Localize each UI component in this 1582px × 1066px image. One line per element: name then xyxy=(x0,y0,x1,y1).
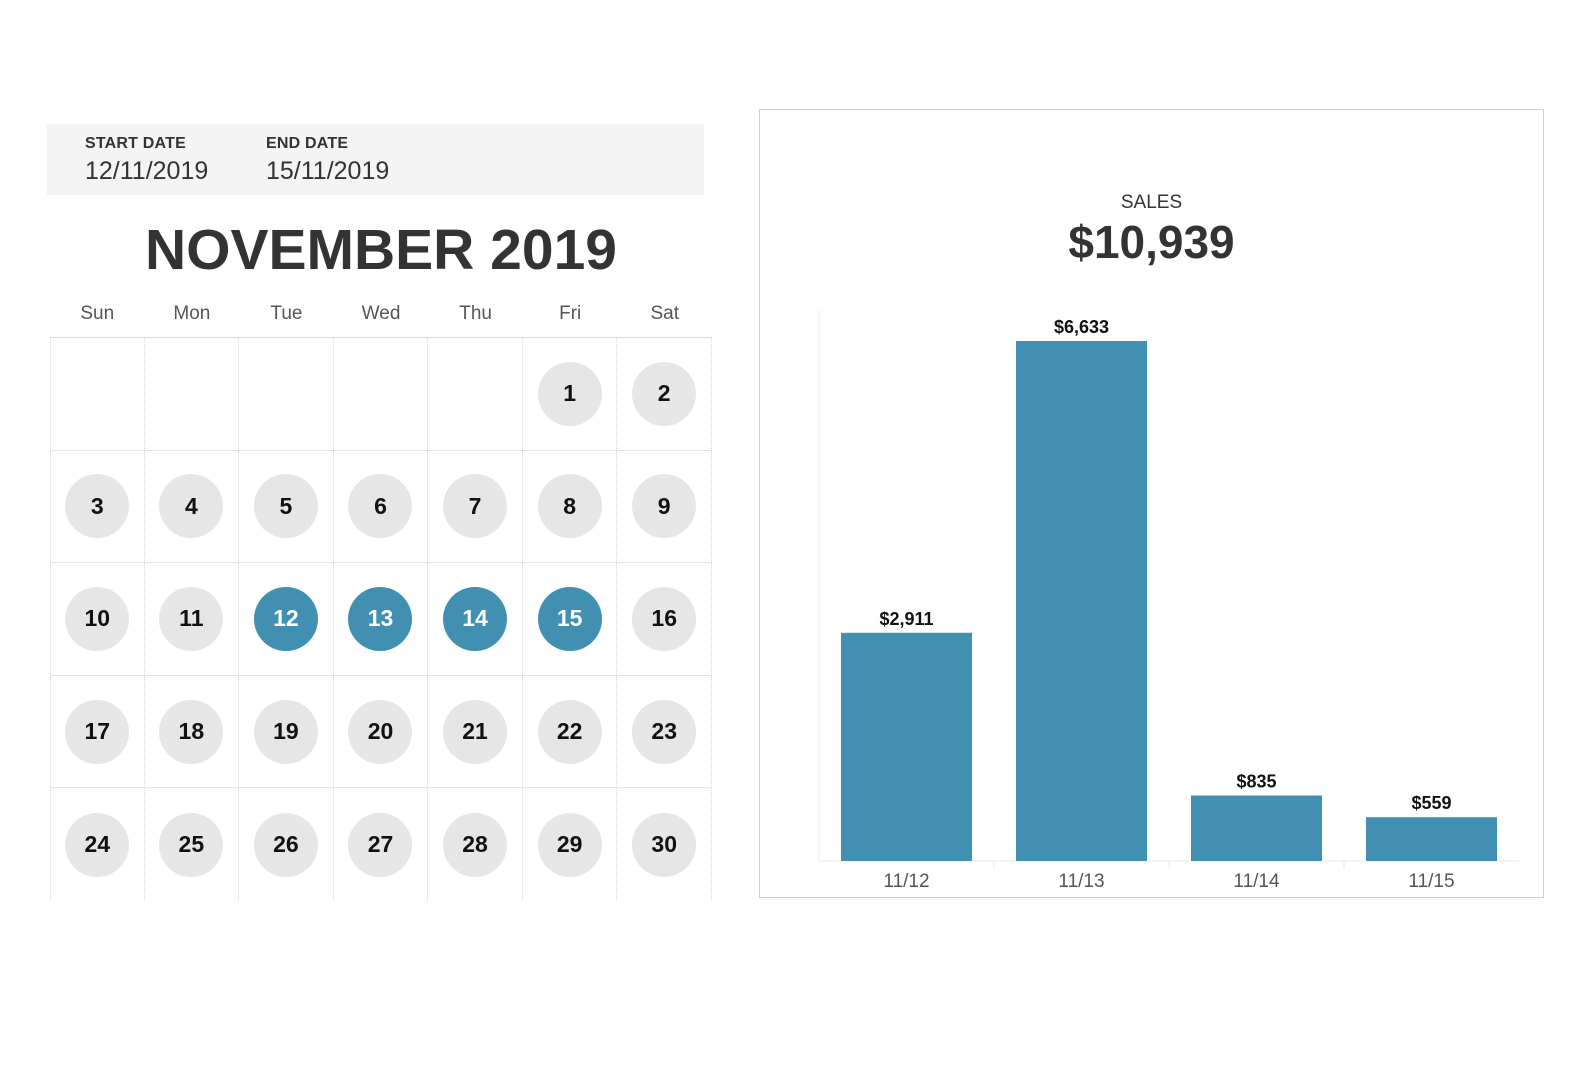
calendar-cell: 7 xyxy=(428,450,523,564)
calendar-day-14[interactable]: 14 xyxy=(443,586,508,651)
calendar-day-23[interactable]: 23 xyxy=(632,699,697,764)
calendar-day-26[interactable]: 26 xyxy=(253,812,318,877)
calendar-day-28[interactable]: 28 xyxy=(443,812,508,877)
end-date-value[interactable]: 15/11/2019 xyxy=(266,157,390,185)
calendar-cell: 11 xyxy=(144,563,240,676)
calendar-cell: 13 xyxy=(333,563,429,676)
calendar-day-3[interactable]: 3 xyxy=(65,474,130,539)
calendar-day-18[interactable]: 18 xyxy=(159,699,224,764)
calendar-cell: 19 xyxy=(239,675,334,789)
weekday-thu: Thu xyxy=(459,303,492,324)
calendar-day-22[interactable]: 22 xyxy=(537,699,602,764)
bar-11-14[interactable] xyxy=(1191,795,1322,861)
calendar-day-29[interactable]: 29 xyxy=(537,812,602,877)
bar-value-label: $559 xyxy=(1411,793,1451,813)
calendar-cell xyxy=(333,338,429,451)
calendar-day-19[interactable]: 19 xyxy=(253,699,318,764)
calendar-cell: 28 xyxy=(428,788,523,901)
calendar-month-title: NOVEMBER 2019 xyxy=(144,218,617,282)
weekday-header: Sun Mon Tue Wed Thu Fri Sat xyxy=(50,300,712,328)
calendar-cell: 29 xyxy=(523,788,618,901)
calendar-day-12[interactable]: 12 xyxy=(253,586,318,651)
calendar-day-2[interactable]: 2 xyxy=(632,361,697,426)
calendar-cell: 18 xyxy=(144,675,240,789)
calendar-cell xyxy=(239,338,334,451)
calendar-cell: 27 xyxy=(334,788,429,901)
calendar-day-1[interactable]: 1 xyxy=(537,361,602,426)
calendar-cell: 12 xyxy=(239,563,334,676)
calendar-cell: 2 xyxy=(617,338,712,451)
calendar-cell: 10 xyxy=(50,563,145,676)
calendar-day-27[interactable]: 27 xyxy=(348,812,413,877)
weekday-sun: Sun xyxy=(80,303,115,324)
calendar-cell: 9 xyxy=(617,450,712,564)
calendar-day-8[interactable]: 8 xyxy=(537,474,602,539)
calendar-day-5[interactable]: 5 xyxy=(253,474,318,539)
calendar-day-30[interactable]: 30 xyxy=(632,812,697,877)
calendar-cell: 22 xyxy=(522,675,618,789)
sales-label: SALES xyxy=(1120,192,1183,213)
calendar-cell: 26 xyxy=(239,788,334,901)
calendar-day-13[interactable]: 13 xyxy=(348,586,413,651)
weekday-mon: Mon xyxy=(173,303,211,324)
calendar-day-24[interactable]: 24 xyxy=(65,812,130,877)
calendar-cell: 25 xyxy=(145,788,240,901)
x-tick-label: 11/12 xyxy=(883,871,929,892)
calendar-day-17[interactable]: 17 xyxy=(65,699,130,764)
calendar-day-20[interactable]: 20 xyxy=(348,699,413,764)
calendar-day-10[interactable]: 10 xyxy=(65,586,130,651)
weekday-sat: Sat xyxy=(650,303,680,324)
calendar-day-4[interactable]: 4 xyxy=(159,474,224,539)
calendar-cell: 14 xyxy=(428,563,523,676)
sales-chart-panel: SALES $10,939 $2,911 11/12 $6,633 11/13 $835… xyxy=(759,109,1544,898)
calendar-cell: 20 xyxy=(333,675,429,789)
calendar-day-6[interactable]: 6 xyxy=(348,474,413,539)
calendar-cell: 3 xyxy=(50,450,145,564)
calendar-cell: 4 xyxy=(144,450,240,564)
bar-value-label: $6,633 xyxy=(1054,317,1109,337)
calendar-day-16[interactable]: 16 xyxy=(632,586,697,651)
calendar-cell: 21 xyxy=(428,675,523,789)
calendar-cell xyxy=(50,338,145,451)
calendar-day-11[interactable]: 11 xyxy=(159,586,224,651)
calendar-cell: 24 xyxy=(50,788,145,901)
calendar-grid: 1 2 3 4 5 6 7 8 9 10 11 12 13 14 15 16 17 18 19 20 21 22 23 24 2… xyxy=(50,337,712,901)
calendar-cell: 1 xyxy=(522,338,618,451)
bar-11-15[interactable] xyxy=(1366,817,1497,861)
start-date[interactable]: START DATE 12/11/2019 xyxy=(85,135,208,187)
end-date[interactable]: END DATE 15/11/2019 xyxy=(266,135,389,187)
start-date-label: START DATE xyxy=(85,135,186,152)
end-date-label: END DATE xyxy=(266,135,349,152)
bar-value-label: $835 xyxy=(1236,772,1276,792)
calendar-day-7[interactable]: 7 xyxy=(443,474,508,539)
date-range-bar: START DATE 12/11/2019 END DATE 15/11/201… xyxy=(47,124,704,195)
x-tick-label: 11/13 xyxy=(1058,871,1104,892)
weekday-wed: Wed xyxy=(361,303,401,324)
calendar-cell: 15 xyxy=(522,563,618,676)
weekday-tue: Tue xyxy=(270,303,303,324)
sales-total: $10,939 xyxy=(1068,216,1235,268)
calendar-cell: 6 xyxy=(333,450,429,564)
x-tick-label: 11/14 xyxy=(1233,871,1280,892)
sales-bar-chart: $2,911 11/12 $6,633 11/13 $835 11/14 $559 11/15 xyxy=(818,310,1519,892)
calendar-cell: 8 xyxy=(522,450,618,564)
calendar-day-15[interactable]: 15 xyxy=(537,586,602,651)
bar-value-label: $2,911 xyxy=(879,609,933,629)
calendar-cell: 23 xyxy=(617,675,712,789)
bar-11-13[interactable] xyxy=(1016,341,1147,861)
calendar-day-9[interactable]: 9 xyxy=(632,474,697,539)
calendar-cell xyxy=(428,338,523,451)
calendar-day-21[interactable]: 21 xyxy=(443,699,508,764)
calendar-cell xyxy=(144,338,240,451)
x-tick-label: 11/15 xyxy=(1408,871,1454,892)
calendar-cell: 5 xyxy=(239,450,334,564)
start-date-value[interactable]: 12/11/2019 xyxy=(85,157,209,185)
calendar-cell: 17 xyxy=(50,675,145,789)
weekday-fri: Fri xyxy=(559,303,582,324)
calendar-cell: 16 xyxy=(617,563,712,676)
bar-11-12[interactable] xyxy=(841,632,972,861)
calendar-day-25[interactable]: 25 xyxy=(159,812,224,877)
calendar-cell: 30 xyxy=(617,788,712,901)
